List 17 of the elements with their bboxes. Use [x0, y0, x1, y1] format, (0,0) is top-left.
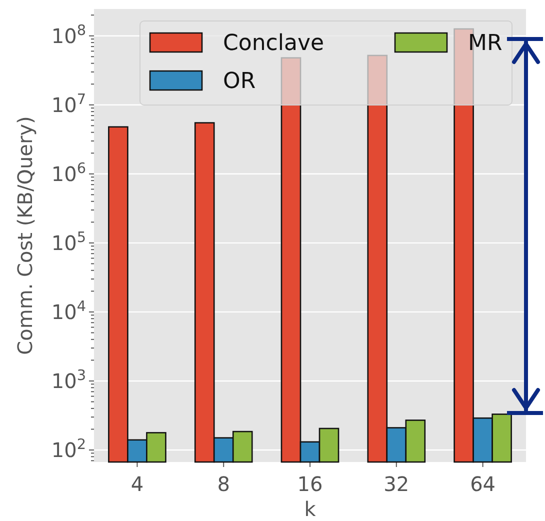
- y-tick-label: 10$^{4}$: [51, 298, 86, 324]
- y-tick-label: 10$^{7}$: [51, 92, 86, 117]
- legend-label: MR: [468, 31, 502, 56]
- legend-label: OR: [223, 69, 256, 94]
- x-tick-label: 8: [217, 472, 230, 496]
- x-tick-label: 32: [384, 472, 410, 496]
- y-axis-title: Comm. Cost (KB/Query): [13, 116, 37, 355]
- y-tick-label: 10$^{8}$: [51, 22, 86, 48]
- y-tick-label: 10$^{5}$: [51, 230, 86, 255]
- x-tick-label: 16: [297, 472, 323, 496]
- x-axis-title: k: [304, 497, 316, 521]
- legend-label: Conclave: [223, 31, 324, 56]
- x-tick-label: 4: [130, 472, 144, 496]
- x-tick-label: 64: [470, 472, 496, 496]
- y-tick-label: 10$^{2}$: [51, 436, 86, 462]
- y-tick-label: 10$^{3}$: [51, 368, 86, 393]
- y-tick-label: 10$^{6}$: [51, 160, 86, 186]
